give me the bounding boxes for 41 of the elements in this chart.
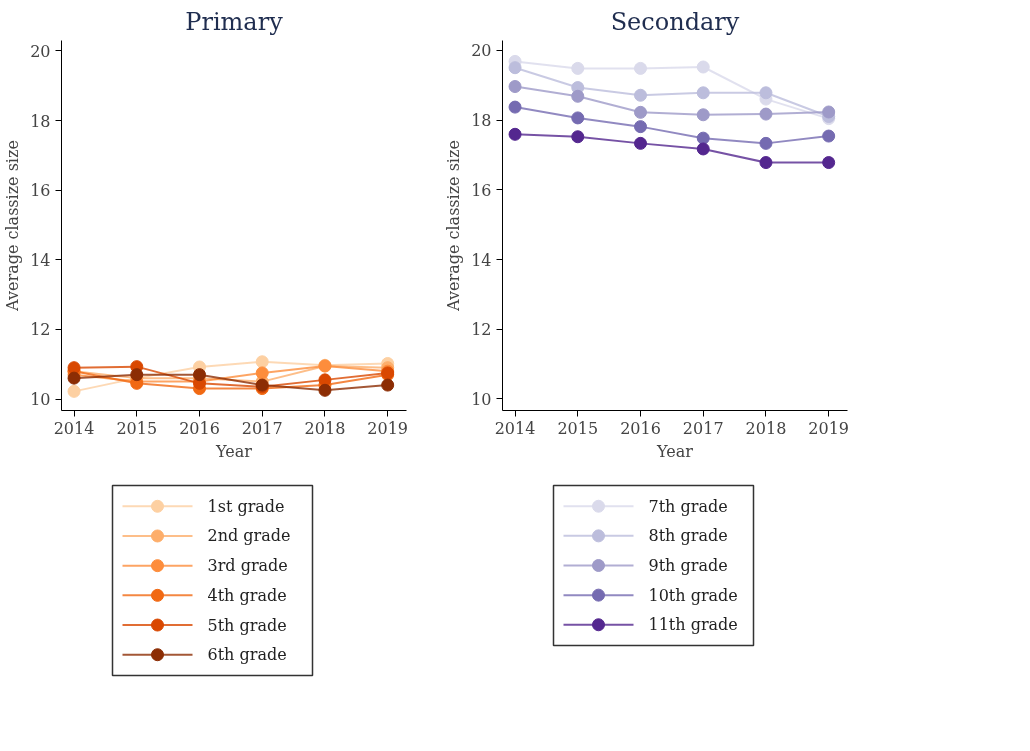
- x-tick-label: 2016: [620, 418, 661, 438]
- y-tick-label: 10: [30, 390, 51, 410]
- y-tick-label: 16: [30, 181, 51, 201]
- y-tick-label: 14: [30, 250, 51, 270]
- x-tick-label: 2017: [241, 418, 283, 438]
- y-tick-label: 12: [471, 320, 492, 340]
- x-tick-label: 2015: [116, 418, 158, 438]
- y-tick-label: 16: [471, 180, 492, 200]
- x-tick-label: 2017: [682, 418, 724, 438]
- x-tick-label: 2014: [53, 418, 95, 438]
- legend-label: 7th grade: [648, 496, 728, 516]
- y-axis-title: Average classize size: [444, 140, 464, 312]
- x-tick-label: 2016: [179, 418, 220, 438]
- y-axis-title: Average classize size: [3, 140, 23, 312]
- chart-title: Secondary: [610, 7, 740, 36]
- y-tick-label: 20: [30, 41, 51, 61]
- legend-label: 9th grade: [648, 556, 728, 575]
- legend-label: 4th grade: [207, 585, 287, 605]
- y-tick-label: 18: [30, 111, 51, 131]
- legend-label: 1st grade: [207, 496, 285, 516]
- legend-label: 11th grade: [648, 615, 738, 635]
- y-tick-label: 12: [30, 320, 51, 340]
- x-tick-label: 2015: [557, 418, 599, 438]
- x-tick-label: 2019: [808, 418, 850, 438]
- legend-label: 8th grade: [648, 526, 728, 546]
- x-tick-label: 2018: [304, 418, 346, 438]
- y-tick-label: 18: [471, 111, 492, 131]
- x-tick-label: 2019: [367, 418, 409, 438]
- y-tick-label: 14: [471, 250, 492, 270]
- y-tick-label: 20: [471, 41, 492, 61]
- legend-label: 10th grade: [648, 585, 738, 605]
- chart-title: Primary: [185, 7, 284, 36]
- x-tick-label: 2014: [494, 418, 536, 438]
- legend-label: 2nd grade: [207, 526, 291, 546]
- y-tick-label: 10: [471, 389, 492, 409]
- legend-label: 3rd grade: [207, 556, 288, 576]
- legend-label: 6th grade: [207, 645, 287, 665]
- legend-label: 5th grade: [207, 615, 287, 635]
- x-axis-title: Year: [656, 441, 694, 461]
- x-axis-title: Year: [215, 441, 253, 461]
- x-tick-label: 2018: [745, 418, 787, 438]
